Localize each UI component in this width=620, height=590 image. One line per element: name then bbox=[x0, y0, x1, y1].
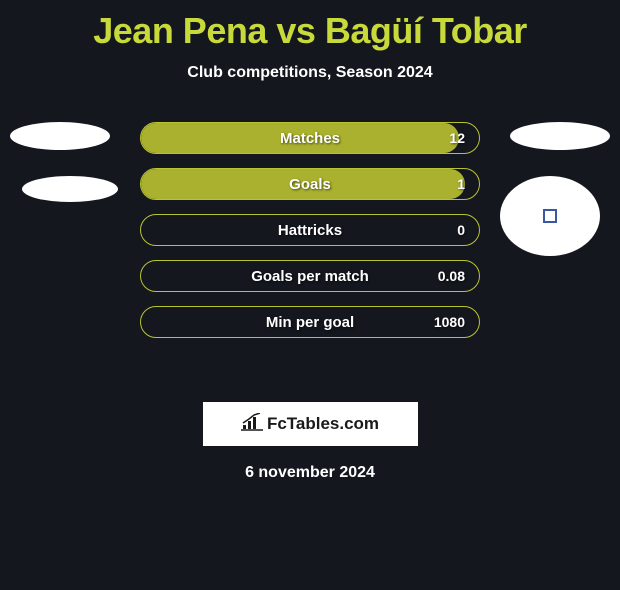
page-title: Jean Pena vs Bagüí Tobar bbox=[0, 10, 620, 52]
source-logo-box: FcTables.com bbox=[203, 402, 418, 446]
stat-bar: Matches 12 bbox=[140, 122, 480, 154]
source-logo-text: FcTables.com bbox=[267, 414, 379, 434]
stat-label: Goals bbox=[141, 176, 479, 193]
stat-value: 0.08 bbox=[438, 268, 465, 284]
player1-avatar-ellipse-2 bbox=[22, 176, 118, 202]
player2-badge-icon bbox=[543, 209, 557, 223]
stat-value: 1 bbox=[457, 176, 465, 192]
stat-bar: Hattricks 0 bbox=[140, 214, 480, 246]
snapshot-date: 6 november 2024 bbox=[0, 464, 620, 482]
chart-icon bbox=[241, 413, 263, 436]
stat-bar: Goals per match 0.08 bbox=[140, 260, 480, 292]
stat-label: Hattricks bbox=[141, 222, 479, 239]
stat-label: Min per goal bbox=[141, 314, 479, 331]
comparison-content: Matches 12 Goals 1 Hattricks 0 Goals per… bbox=[0, 122, 620, 382]
stat-value: 12 bbox=[449, 130, 465, 146]
stat-bar: Min per goal 1080 bbox=[140, 306, 480, 338]
player1-avatar-ellipse-1 bbox=[10, 122, 110, 150]
subtitle: Club competitions, Season 2024 bbox=[0, 64, 620, 82]
stat-label: Goals per match bbox=[141, 268, 479, 285]
stat-bar: Goals 1 bbox=[140, 168, 480, 200]
source-logo: FcTables.com bbox=[241, 413, 379, 436]
stat-value: 0 bbox=[457, 222, 465, 238]
player2-avatar-circle bbox=[500, 176, 600, 256]
stat-label: Matches bbox=[141, 130, 479, 147]
stat-value: 1080 bbox=[434, 314, 465, 330]
stat-bars: Matches 12 Goals 1 Hattricks 0 Goals per… bbox=[140, 122, 480, 352]
player2-avatar-ellipse bbox=[510, 122, 610, 150]
